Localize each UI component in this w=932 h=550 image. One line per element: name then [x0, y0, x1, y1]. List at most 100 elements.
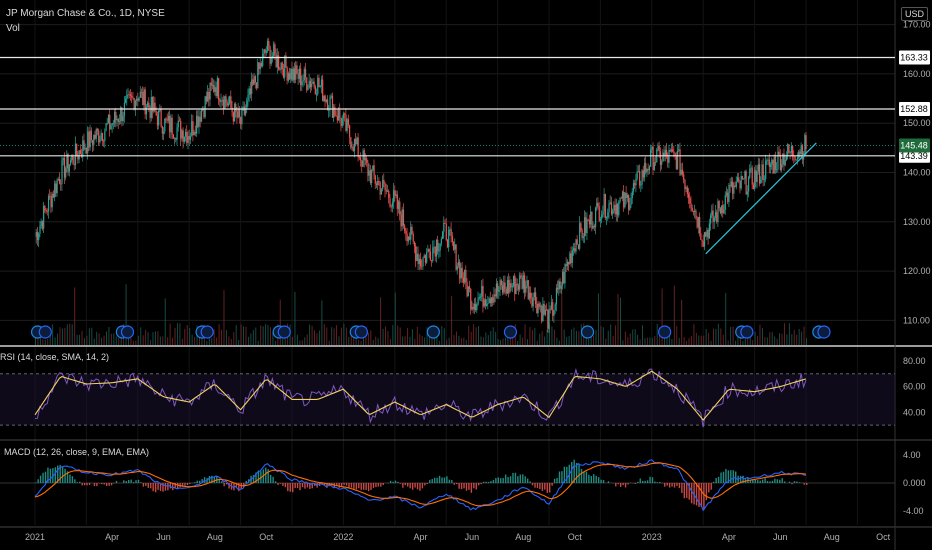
volume-bar	[737, 335, 739, 345]
volume-bar	[96, 331, 98, 345]
volume-bar	[83, 338, 85, 345]
volume-bar	[426, 327, 428, 345]
candle-body	[129, 94, 132, 96]
candle-body	[798, 151, 800, 158]
candle-body	[431, 259, 433, 261]
candle-body	[439, 243, 441, 251]
volume-bar	[446, 339, 448, 345]
candle-body	[435, 239, 438, 257]
candle-body	[323, 95, 325, 102]
candle-body	[583, 217, 586, 237]
macd-histogram-bar	[590, 476, 593, 483]
candle-body	[346, 119, 348, 131]
candle-body	[733, 185, 735, 194]
candle-body	[238, 109, 241, 117]
candle-body	[745, 171, 747, 195]
candle-body	[312, 81, 314, 84]
volume-bar	[69, 323, 71, 345]
volume-bar	[409, 336, 411, 345]
candle-body	[741, 175, 744, 179]
macd-histogram-bar	[776, 479, 779, 483]
candle-body	[617, 204, 619, 216]
candle-body	[466, 281, 468, 297]
macd-histogram-bar	[676, 483, 678, 486]
volume-bar	[262, 326, 264, 345]
candle-body	[36, 232, 39, 240]
candle-body	[800, 145, 802, 155]
macd-histogram-bar	[42, 472, 44, 483]
time-axis-label: Aug	[207, 532, 223, 542]
volume-bar	[118, 337, 120, 345]
volume-bar	[421, 336, 423, 345]
candle-body	[796, 157, 799, 160]
macd-histogram-bar	[492, 479, 495, 483]
volume-bar	[615, 325, 617, 345]
macd-histogram-bar	[294, 483, 296, 488]
dividend-marker	[658, 325, 672, 339]
candle-body	[384, 183, 386, 191]
volume-bar	[776, 338, 778, 345]
volume-bar	[39, 338, 41, 345]
level-label-bg	[899, 102, 930, 117]
candle-body	[765, 160, 767, 180]
candle-body	[405, 230, 407, 234]
volume-bar	[561, 287, 563, 345]
candle-body	[758, 164, 761, 184]
candle-body	[689, 197, 691, 204]
macd-histogram-bar	[642, 480, 644, 483]
candle-body	[489, 298, 491, 304]
candle-body	[418, 258, 420, 265]
currency-badge[interactable]: USD	[901, 7, 929, 21]
candle-body	[553, 310, 555, 316]
candle-body	[60, 183, 62, 185]
candle-body	[433, 246, 435, 248]
volume-bar	[597, 293, 599, 345]
volume-bar	[487, 335, 489, 345]
macd-histogram-bar	[622, 483, 624, 486]
volume-bar	[617, 294, 619, 345]
candle-body	[618, 201, 620, 216]
candle-body	[664, 149, 666, 157]
level-label: 152.88	[900, 104, 928, 114]
macd-histogram-bar	[404, 483, 406, 486]
macd-histogram-bar	[221, 481, 223, 483]
candle-body	[159, 109, 161, 111]
macd-histogram-bar	[644, 480, 646, 483]
candle-body	[421, 265, 423, 267]
candle-body	[356, 137, 358, 145]
candle-body	[103, 140, 105, 142]
candle-body	[218, 78, 220, 100]
candle-body	[678, 149, 680, 151]
volume-bar	[343, 323, 345, 345]
macd-histogram-bar	[725, 468, 727, 483]
macd-histogram-bar	[267, 469, 269, 483]
candle-body	[292, 68, 294, 81]
volume-bar	[230, 338, 232, 345]
volume-bar	[661, 288, 663, 345]
macd-histogram-bar	[61, 466, 64, 483]
candle-body	[426, 252, 428, 263]
candle-body	[615, 204, 618, 215]
candle-body	[349, 125, 351, 138]
macd-histogram-bar	[646, 480, 649, 483]
candle-body	[105, 123, 107, 132]
macd-histogram-bar	[715, 478, 717, 483]
macd-histogram-bar	[145, 483, 147, 486]
candle-body	[504, 282, 506, 289]
candle-body	[397, 201, 400, 209]
candle-body	[284, 55, 286, 78]
macd-histogram-bar	[541, 483, 544, 491]
candle-body	[127, 94, 129, 96]
volume-bar	[181, 338, 183, 345]
candle-body	[570, 253, 572, 263]
candle-body	[427, 248, 429, 253]
volume-bar	[167, 337, 169, 345]
macd-histogram-bar	[678, 483, 681, 489]
macd-histogram-bar	[720, 472, 722, 483]
volume-bar	[757, 336, 759, 345]
macd-histogram-bar	[37, 479, 39, 483]
candle-body	[155, 111, 157, 116]
macd-tick-label: 4.00	[903, 450, 921, 460]
macd-histogram-bar	[125, 481, 127, 483]
